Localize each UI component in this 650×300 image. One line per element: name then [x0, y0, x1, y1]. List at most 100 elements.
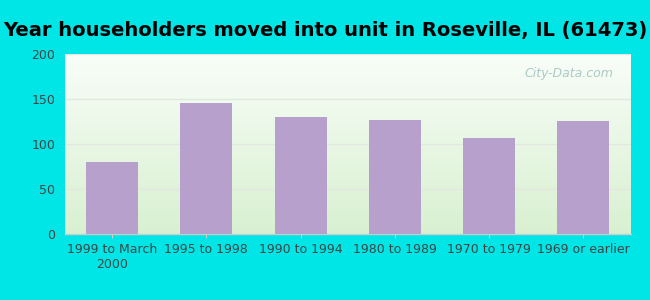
Bar	[65, 192, 630, 193]
Bar	[65, 54, 630, 55]
Bar	[65, 73, 630, 74]
Bar	[558, 121, 609, 234]
Bar	[65, 170, 630, 171]
Bar	[65, 210, 630, 211]
Bar	[65, 215, 630, 216]
Bar	[65, 121, 630, 122]
Bar	[65, 133, 630, 134]
Bar	[65, 106, 630, 107]
Bar	[65, 183, 630, 184]
Bar	[65, 135, 630, 136]
Bar	[65, 74, 630, 75]
Bar	[65, 217, 630, 218]
Bar	[65, 128, 630, 129]
Bar	[181, 103, 232, 234]
Bar	[65, 214, 630, 215]
Bar	[65, 55, 630, 56]
Bar	[65, 186, 630, 187]
Bar	[65, 218, 630, 219]
Bar	[65, 86, 630, 87]
Bar	[65, 229, 630, 230]
Bar	[65, 127, 630, 128]
Bar	[65, 178, 630, 179]
Bar	[65, 60, 630, 61]
Bar	[65, 168, 630, 169]
Bar	[65, 90, 630, 91]
Bar	[65, 110, 630, 111]
Bar	[65, 75, 630, 76]
Bar	[65, 182, 630, 183]
Bar	[65, 77, 630, 78]
Bar	[65, 167, 630, 168]
Bar	[65, 223, 630, 224]
Bar	[65, 107, 630, 108]
Bar	[65, 225, 630, 226]
Bar	[65, 164, 630, 165]
Bar	[65, 161, 630, 162]
Bar	[65, 227, 630, 228]
Bar	[65, 92, 630, 93]
Bar	[65, 208, 630, 209]
Bar	[65, 171, 630, 172]
Bar	[65, 165, 630, 166]
Bar	[65, 189, 630, 190]
Bar	[65, 195, 630, 196]
Bar	[65, 118, 630, 119]
Bar	[65, 203, 630, 204]
Bar	[65, 72, 630, 73]
Bar	[65, 201, 630, 202]
Bar	[65, 159, 630, 160]
Bar	[65, 96, 630, 97]
Bar	[65, 125, 630, 126]
Bar	[65, 193, 630, 194]
Bar	[65, 57, 630, 58]
Bar	[65, 122, 630, 123]
Bar	[65, 117, 630, 118]
Bar	[65, 226, 630, 227]
Bar	[463, 138, 515, 234]
Bar	[65, 87, 630, 88]
Bar	[65, 230, 630, 231]
Bar	[65, 175, 630, 176]
Bar	[65, 62, 630, 63]
Bar	[65, 78, 630, 79]
Bar	[65, 65, 630, 66]
Bar	[65, 85, 630, 86]
Bar	[65, 131, 630, 132]
Bar	[65, 198, 630, 199]
Bar	[65, 179, 630, 180]
Bar	[65, 113, 630, 114]
Bar	[65, 155, 630, 156]
Bar	[65, 123, 630, 124]
Bar	[65, 216, 630, 217]
Bar	[65, 58, 630, 59]
Bar	[65, 187, 630, 188]
Bar	[86, 162, 138, 234]
Bar	[65, 150, 630, 151]
Bar	[65, 228, 630, 229]
Bar	[65, 188, 630, 189]
Bar	[65, 79, 630, 80]
Bar	[65, 126, 630, 127]
Bar	[65, 194, 630, 195]
Bar	[65, 160, 630, 161]
Bar	[65, 196, 630, 197]
Bar	[65, 177, 630, 178]
Bar	[65, 174, 630, 175]
Bar	[65, 63, 630, 64]
Bar	[65, 206, 630, 207]
Bar	[65, 140, 630, 141]
Bar	[65, 66, 630, 67]
Bar	[65, 162, 630, 163]
Bar	[65, 202, 630, 203]
Bar	[65, 181, 630, 182]
Bar	[65, 114, 630, 115]
Bar	[65, 134, 630, 135]
Bar	[65, 109, 630, 110]
Bar	[65, 149, 630, 150]
Bar	[65, 88, 630, 89]
Bar	[65, 76, 630, 77]
Bar	[65, 151, 630, 152]
Bar	[65, 124, 630, 125]
Bar	[65, 156, 630, 157]
